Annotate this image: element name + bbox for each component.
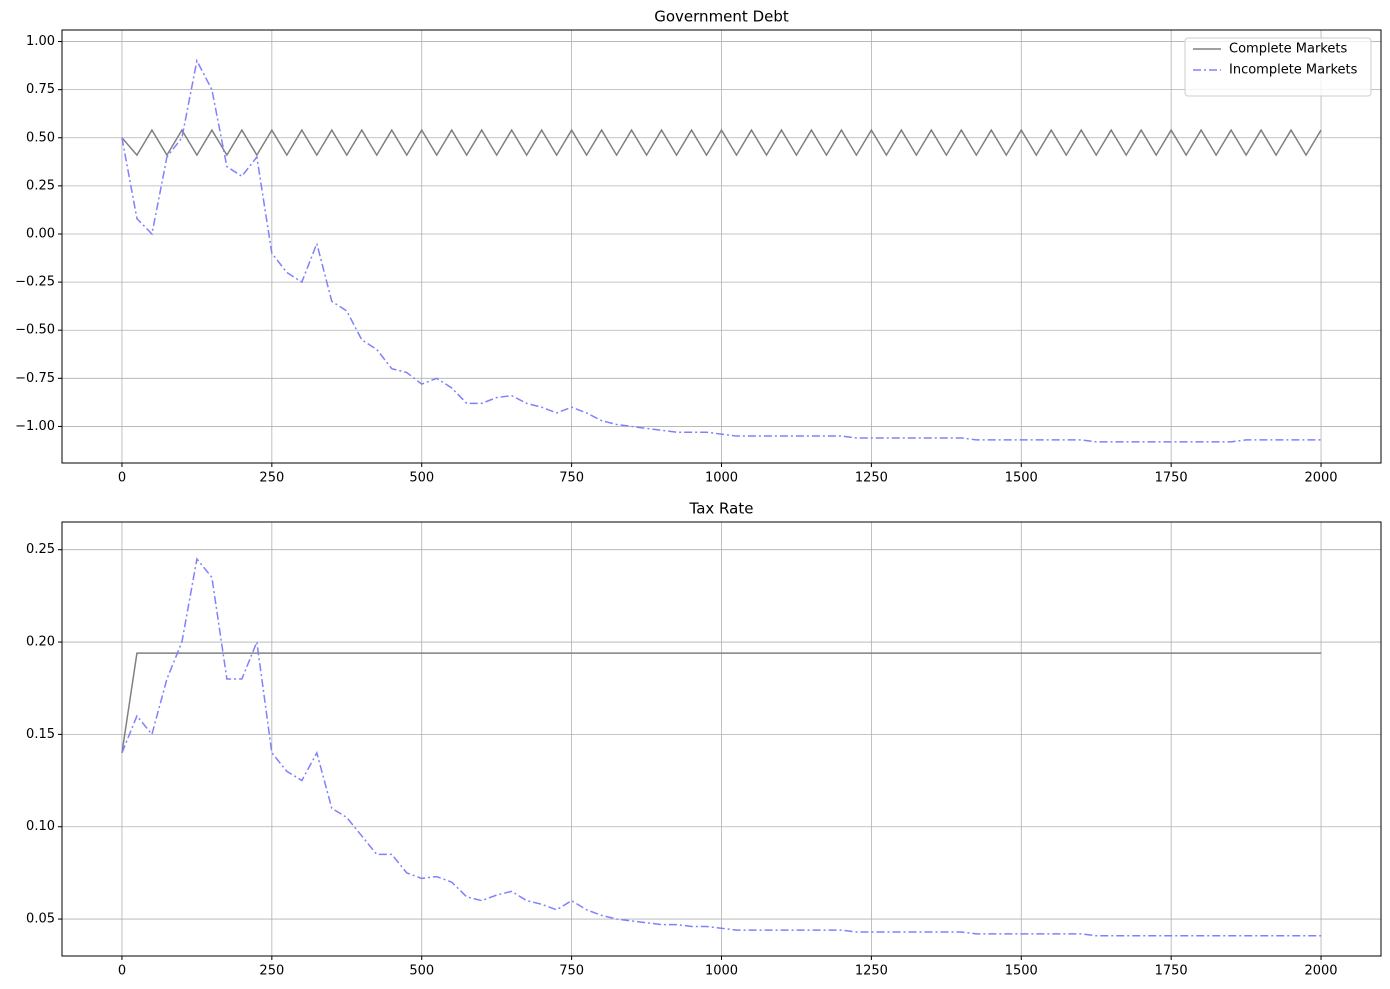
subplot: 0 250 500 750 1000 1250 1500 1750 2000 0.25 0.20 0.…: [26, 500, 1382, 979]
x-tick-label: 250: [259, 471, 284, 486]
y-tick-label: 0.20: [26, 635, 55, 650]
y-tick-label: −1.00: [15, 419, 55, 434]
series-line: [121, 128, 1322, 157]
legend-label: Incomplete Markets: [1229, 63, 1358, 78]
x-tick-label: 500: [409, 471, 434, 486]
series-line: [121, 557, 1322, 937]
y-tick-label: 0.00: [26, 226, 55, 241]
x-tick-label: 0: [118, 471, 126, 486]
x-tick-label: 2000: [1304, 964, 1337, 979]
x-tick-label: 2000: [1304, 471, 1337, 486]
legend-box: [1184, 37, 1372, 97]
x-tick-label: 250: [259, 964, 284, 979]
y-tick-label: 0.05: [26, 912, 55, 927]
axes-frame: [61, 521, 1382, 957]
y-tick-label: 0.10: [26, 819, 55, 834]
x-tick-label: 0: [118, 964, 126, 979]
x-tick-label: 750: [559, 471, 584, 486]
y-tick-label: 0.25: [26, 178, 55, 193]
x-tick-label: 1250: [855, 471, 888, 486]
y-tick-label: −0.75: [15, 371, 55, 386]
x-tick-label: 500: [409, 964, 434, 979]
y-tick-label: −0.50: [15, 323, 55, 338]
axes-frame: [61, 29, 1382, 464]
x-tick-label: 1750: [1155, 964, 1188, 979]
series-line: [121, 652, 1322, 753]
series-line: [121, 58, 1322, 443]
y-tick-label: 0.75: [26, 82, 55, 97]
x-tick-label: 1500: [1005, 471, 1038, 486]
x-tick-label: 750: [559, 964, 584, 979]
x-tick-label: 1000: [705, 471, 738, 486]
y-tick-label: 0.25: [26, 542, 55, 557]
subplot: 0 250 500 750 1000 1250 1500 1750 2000 1.00 0.75 0.…: [15, 8, 1382, 486]
x-tick-label: 1500: [1005, 964, 1038, 979]
x-tick-label: 1250: [855, 964, 888, 979]
x-tick-label: 1000: [705, 964, 738, 979]
legend-label: Complete Markets: [1229, 42, 1347, 57]
x-tick-label: 1750: [1155, 471, 1188, 486]
y-tick-label: 0.15: [26, 727, 55, 742]
y-tick-label: 1.00: [26, 34, 55, 49]
y-tick-label: −0.25: [15, 275, 55, 290]
chart-title: Government Debt: [654, 8, 789, 26]
y-tick-label: 0.50: [26, 130, 55, 145]
chart-title: Tax Rate: [689, 500, 754, 518]
legend: Complete Markets Incomplete Markets: [1184, 37, 1372, 97]
